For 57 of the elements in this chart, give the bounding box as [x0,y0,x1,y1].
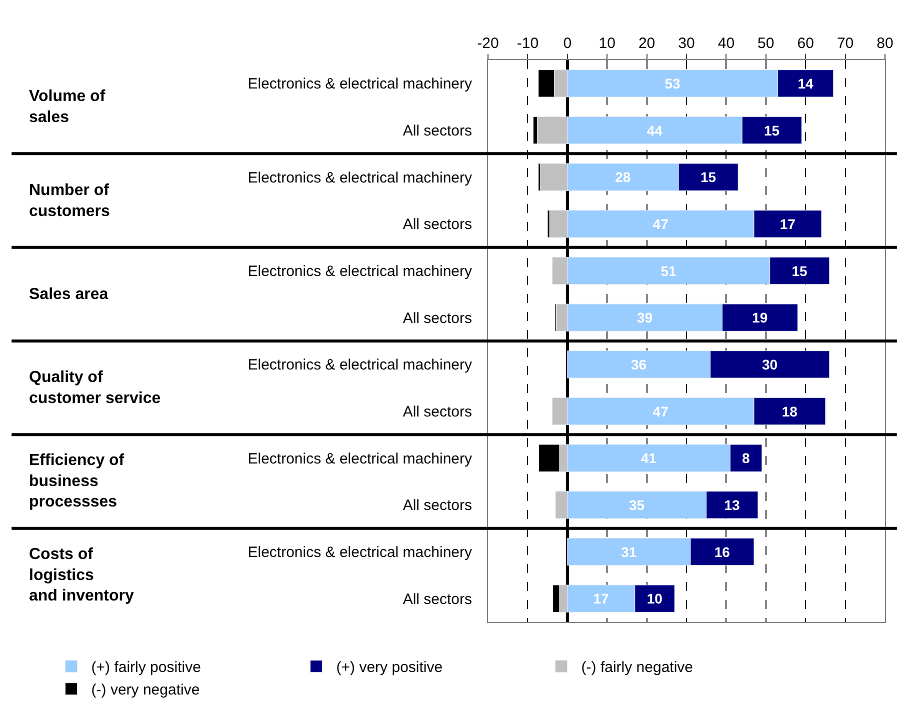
y-tick-label: Electronics & electrical machinery [248,169,472,186]
data-label: 53 [664,75,680,92]
y-tick-label: All sectors [402,590,472,608]
data-label: 39 [636,310,653,326]
text: Efficiency of business processses [29,452,125,511]
data-label: 8 [742,450,750,466]
data-label: 41 [640,450,657,466]
x-tick-label: 10 [598,35,616,52]
data-label: 18 [782,403,798,420]
y-tick-label: All sectors [402,122,472,140]
x-tick-label: 50 [758,35,774,52]
data-label: 14 [798,75,814,92]
y-tick-label: Electronics & electrical machinery [248,356,472,374]
data-label: 10 [646,590,663,607]
x-tick-label: 30 [678,35,695,52]
data-label: 15 [792,262,808,279]
y-tick-label: Electronics & electrical machinery [248,544,472,561]
y-tick-label: All sectors [402,404,472,420]
data-label: 15 [700,169,716,186]
data-label: 51 [660,262,677,279]
y-tick-label: Electronics & electrical machinery [248,263,472,280]
data-label: 15 [764,122,780,138]
data-label: 17 [780,216,796,232]
legend-label: (-) fairly negative [581,659,694,676]
y-tick-label: Electronics & electrical machinery [248,76,472,93]
x-tick-label: 20 [638,35,656,52]
data-label: 16 [714,544,730,560]
data-label: 35 [628,496,645,513]
x-tick-label: -20 [477,35,499,52]
data-label: 44 [646,122,663,138]
y-tick-label: Electronics & electrical machinery [248,450,472,468]
data-label: 13 [724,496,740,513]
x-tick-label: 0 [563,35,572,52]
y-tick-label: All sectors [402,216,472,234]
legend-label: (-) very negative [91,682,200,699]
data-label: 19 [752,310,768,326]
text: Sales area [29,286,108,303]
x-tick-label: 40 [718,35,735,52]
text: Costs of logistics and inventory [29,546,134,605]
data-label: 47 [652,403,669,420]
y-tick-label: All sectors [402,310,472,327]
data-label: 31 [621,544,637,560]
x-tick-label: 70 [836,35,854,52]
data-label: 47 [652,216,669,232]
text: Number of customers [29,182,110,220]
text: Quality of customer service [29,369,161,407]
y-tick-label: All sectors [402,497,472,514]
legend-label: (+) very positive [336,659,443,676]
data-label: 30 [762,356,778,372]
x-tick-label: -10 [516,35,539,52]
text: Volume of sales [29,88,106,126]
x-tick-label: 60 [797,35,814,52]
x-tick-label: 80 [876,35,894,52]
data-label: 36 [630,356,647,372]
legend-label: (+) fairly positive [91,659,201,676]
data-label: 17 [593,590,610,607]
data-label: 28 [615,169,631,186]
